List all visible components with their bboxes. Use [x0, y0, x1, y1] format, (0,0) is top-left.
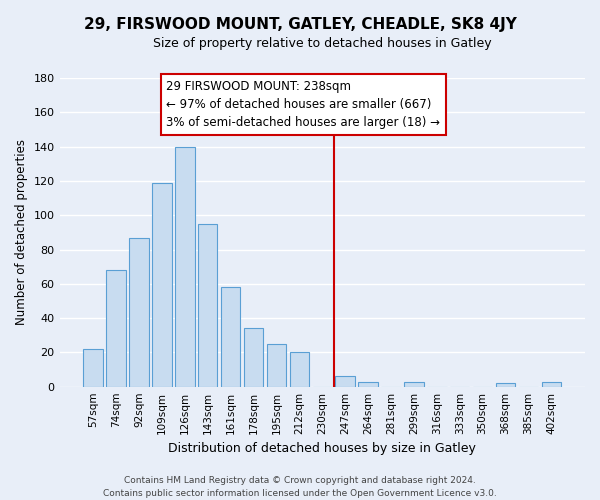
Bar	[198, 224, 217, 386]
Bar	[358, 382, 378, 386]
Text: Contains HM Land Registry data © Crown copyright and database right 2024.
Contai: Contains HM Land Registry data © Crown c…	[103, 476, 497, 498]
Bar	[152, 182, 172, 386]
Bar	[267, 344, 286, 387]
Bar	[335, 376, 355, 386]
Bar	[404, 382, 424, 386]
Bar	[244, 328, 263, 386]
Bar	[290, 352, 309, 386]
Text: 29 FIRSWOOD MOUNT: 238sqm
← 97% of detached houses are smaller (667)
3% of semi-: 29 FIRSWOOD MOUNT: 238sqm ← 97% of detac…	[166, 80, 440, 129]
Bar	[83, 349, 103, 387]
Bar	[496, 384, 515, 386]
Title: Size of property relative to detached houses in Gatley: Size of property relative to detached ho…	[153, 38, 491, 51]
Bar	[129, 238, 149, 386]
Text: 29, FIRSWOOD MOUNT, GATLEY, CHEADLE, SK8 4JY: 29, FIRSWOOD MOUNT, GATLEY, CHEADLE, SK8…	[83, 18, 517, 32]
Bar	[221, 287, 241, 386]
X-axis label: Distribution of detached houses by size in Gatley: Distribution of detached houses by size …	[169, 442, 476, 455]
Bar	[175, 146, 194, 386]
Bar	[542, 382, 561, 386]
Bar	[106, 270, 126, 386]
Y-axis label: Number of detached properties: Number of detached properties	[15, 140, 28, 326]
